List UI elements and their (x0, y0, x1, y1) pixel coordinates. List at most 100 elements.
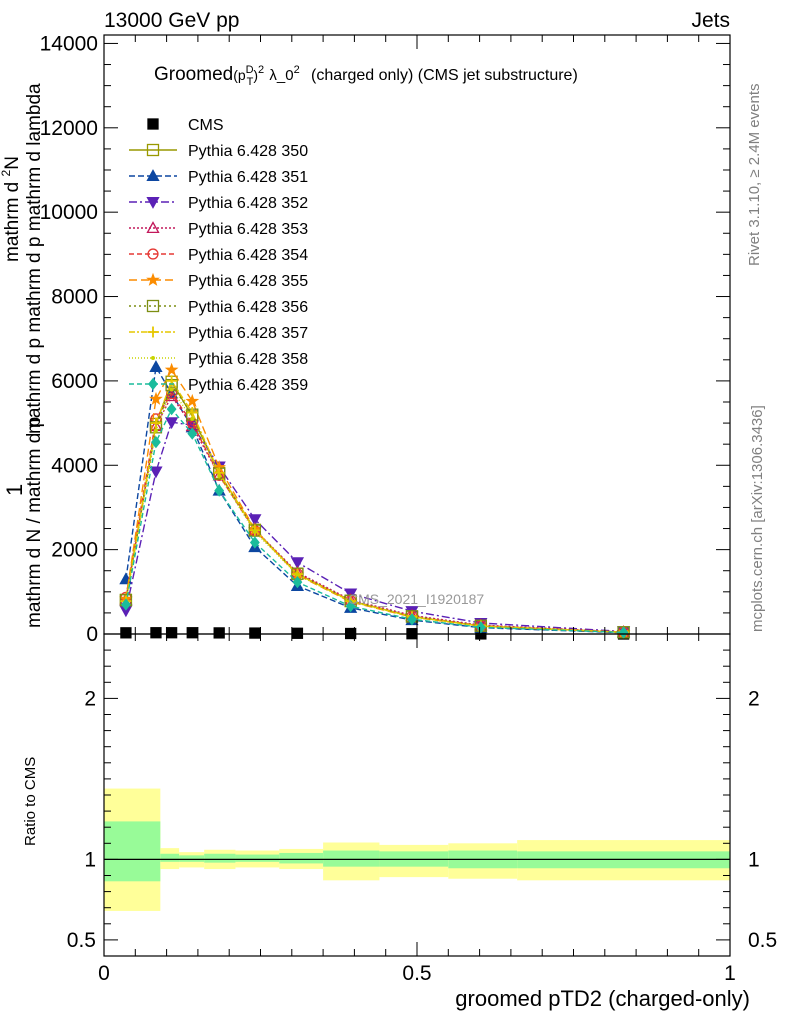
rivet-label: Rivet 3.1.10, ≥ 2.4M events (746, 83, 763, 267)
point-cms-1 (150, 627, 162, 639)
y-axis-denominator-2: mathrm d p mathrm d p mathrm d lambda (24, 83, 45, 434)
point-pythia-6-428-359-6 (292, 575, 303, 589)
ratio-uncertainty-bands (104, 788, 730, 911)
point-pythia-6-428-355-1 (149, 391, 163, 405)
point-pythia-6-428-358-4 (217, 473, 222, 478)
series-line-pythia-6-428-359 (125, 407, 624, 634)
point-pythia-6-428-359-0 (120, 598, 131, 611)
title-ptd: (pDT)2 (233, 64, 265, 88)
point-pythia-6-428-359-9 (475, 621, 486, 634)
point-pythia-6-428-358-3 (190, 416, 195, 421)
legend: CMS Pythia 6.428 350 Pythia 6.428 351 Pythi… (129, 117, 308, 394)
legend-label-pythia-6-428-352: Pythia 6.428 352 (188, 195, 308, 212)
legend-label-pythia-6-428-358: Pythia 6.428 358 (188, 351, 308, 368)
main-panel-series (119, 360, 631, 640)
point-pythia-6-428-358-2 (169, 387, 174, 392)
title-sub-t: T (246, 76, 254, 88)
point-pythia-6-428-359-4 (214, 484, 225, 497)
point-pythia-6-428-359-10 (618, 626, 629, 639)
legend-marker-pythia-6-428-350 (146, 143, 160, 157)
series-line-pythia-6-428-353 (125, 394, 624, 633)
title-sup-d: D (245, 64, 254, 76)
legend-marker-pythia-6-428-351 (146, 169, 160, 182)
legend-marker-pythia-6-428-353 (146, 221, 160, 234)
plot-title: Groomed(pDT)2 λ_02 (charged only) (CMS j… (154, 64, 578, 88)
legend-label-pythia-6-428-354: Pythia 6.428 354 (188, 247, 308, 264)
point-pythia-6-428-359-7 (345, 600, 356, 613)
title-lambda: λ_0 (269, 67, 294, 84)
main-y-tick-label-0: 0 (86, 623, 98, 646)
y-num2-sup: 2 (0, 169, 13, 177)
title-sup-2b: 2 (293, 64, 300, 76)
main-y-tick-label-4: 8000 (51, 286, 98, 309)
y-num2-a: mathrm d (2, 181, 23, 262)
point-pythia-6-428-355-3 (185, 393, 200, 407)
point-cms-2 (165, 627, 178, 639)
point-pythia-6-428-359-3 (187, 427, 198, 440)
point-cms-0 (120, 627, 132, 639)
ratio-y-tick-label-right-0: 0.5 (748, 929, 777, 952)
x-tick-label-1: 0.5 (402, 962, 431, 985)
y-axis-denominator-1: mathrm d N / mathrm d p (24, 416, 45, 628)
point-pythia-6-428-359-8 (407, 613, 417, 626)
analysis-watermark: CMS_2021_I1920187 (348, 591, 485, 607)
y-num2-b: N (2, 156, 23, 170)
legend-marker-pythia-6-428-359 (148, 377, 158, 391)
ratio-y-axis-title: Ratio to CMS (22, 756, 39, 846)
legend-label-pythia-6-428-355: Pythia 6.428 355 (188, 273, 308, 290)
legend-marker-pythia-6-428-355 (146, 272, 160, 286)
x-axis-title: groomed pTD2 (charged-only) (455, 986, 750, 1011)
main-y-tick-label-7: 14000 (40, 32, 98, 55)
point-pythia-6-428-358-1 (153, 428, 158, 433)
legend-label-pythia-6-428-353: Pythia 6.428 353 (188, 221, 308, 238)
ratio-plot-frame (103, 633, 731, 957)
point-cms-4 (213, 627, 225, 639)
ratio-stat-band-6 (323, 850, 380, 867)
point-pythia-6-428-359-1 (151, 435, 161, 449)
title-rest: (charged only) (CMS jet substructure) (311, 67, 578, 84)
y-den2-c: mathrm d lambda (24, 83, 45, 232)
legend-label-pythia-6-428-356: Pythia 6.428 356 (188, 299, 308, 316)
point-pythia-6-428-352-6 (290, 557, 305, 570)
ratio-stat-band-4 (235, 854, 280, 862)
legend-label-pythia-6-428-351: Pythia 6.428 351 (188, 169, 308, 186)
ratio-stat-band-1 (160, 853, 180, 862)
legend-marker-cms (147, 118, 159, 130)
x-tick-label-0: 0 (98, 962, 110, 985)
main-y-tick-label-1: 2000 (51, 539, 98, 562)
ratio-y-tick-label-left-2: 2 (84, 687, 96, 710)
legend-marker-pythia-6-428-357 (147, 326, 159, 338)
legend-marker-pythia-6-428-352 (146, 196, 160, 209)
legend-marker-pythia-6-428-358 (151, 356, 155, 360)
y-axis-numerator-2: mathrm d 2N (0, 156, 24, 262)
ratio-stat-band-0 (104, 821, 161, 882)
ratio-stat-band-2 (179, 855, 205, 862)
point-cms-6 (291, 627, 304, 639)
title-sup-2a: 2 (258, 64, 265, 76)
point-pythia-6-428-357-1 (150, 417, 162, 429)
ratio-y-tick-label-right-1: 1 (748, 848, 760, 871)
category-label: Jets (691, 9, 730, 32)
point-pythia-6-428-353-2 (165, 389, 179, 402)
point-cms-5 (249, 627, 261, 639)
main-y-tick-label-3: 6000 (51, 370, 98, 393)
legend-label-pythia-6-428-357: Pythia 6.428 357 (188, 325, 308, 342)
energy-label: 13000 GeV pp (104, 9, 240, 32)
title-main: Groomed (154, 64, 234, 85)
legend-marker-pythia-6-428-356 (146, 299, 160, 313)
point-pythia-6-428-352-5 (248, 514, 262, 527)
ratio-y-tick-label-right-2: 2 (748, 687, 760, 710)
point-pythia-6-428-351-1 (149, 360, 163, 373)
ratio-stat-band-5 (279, 852, 324, 864)
point-pythia-6-428-359-2 (166, 403, 177, 416)
point-pythia-6-428-359-5 (249, 536, 260, 549)
main-y-tick-label-2: 4000 (51, 454, 98, 477)
main-y-tick-label-5: 10000 (40, 201, 98, 224)
ratio-y-tick-label-left-0: 0.5 (67, 929, 96, 952)
point-pythia-6-428-358-6 (295, 572, 300, 577)
point-pythia-6-428-352-1 (149, 466, 163, 479)
y-den2-a: mathrm d p (24, 337, 45, 434)
legend-label-pythia-6-428-350: Pythia 6.428 350 (188, 143, 308, 160)
